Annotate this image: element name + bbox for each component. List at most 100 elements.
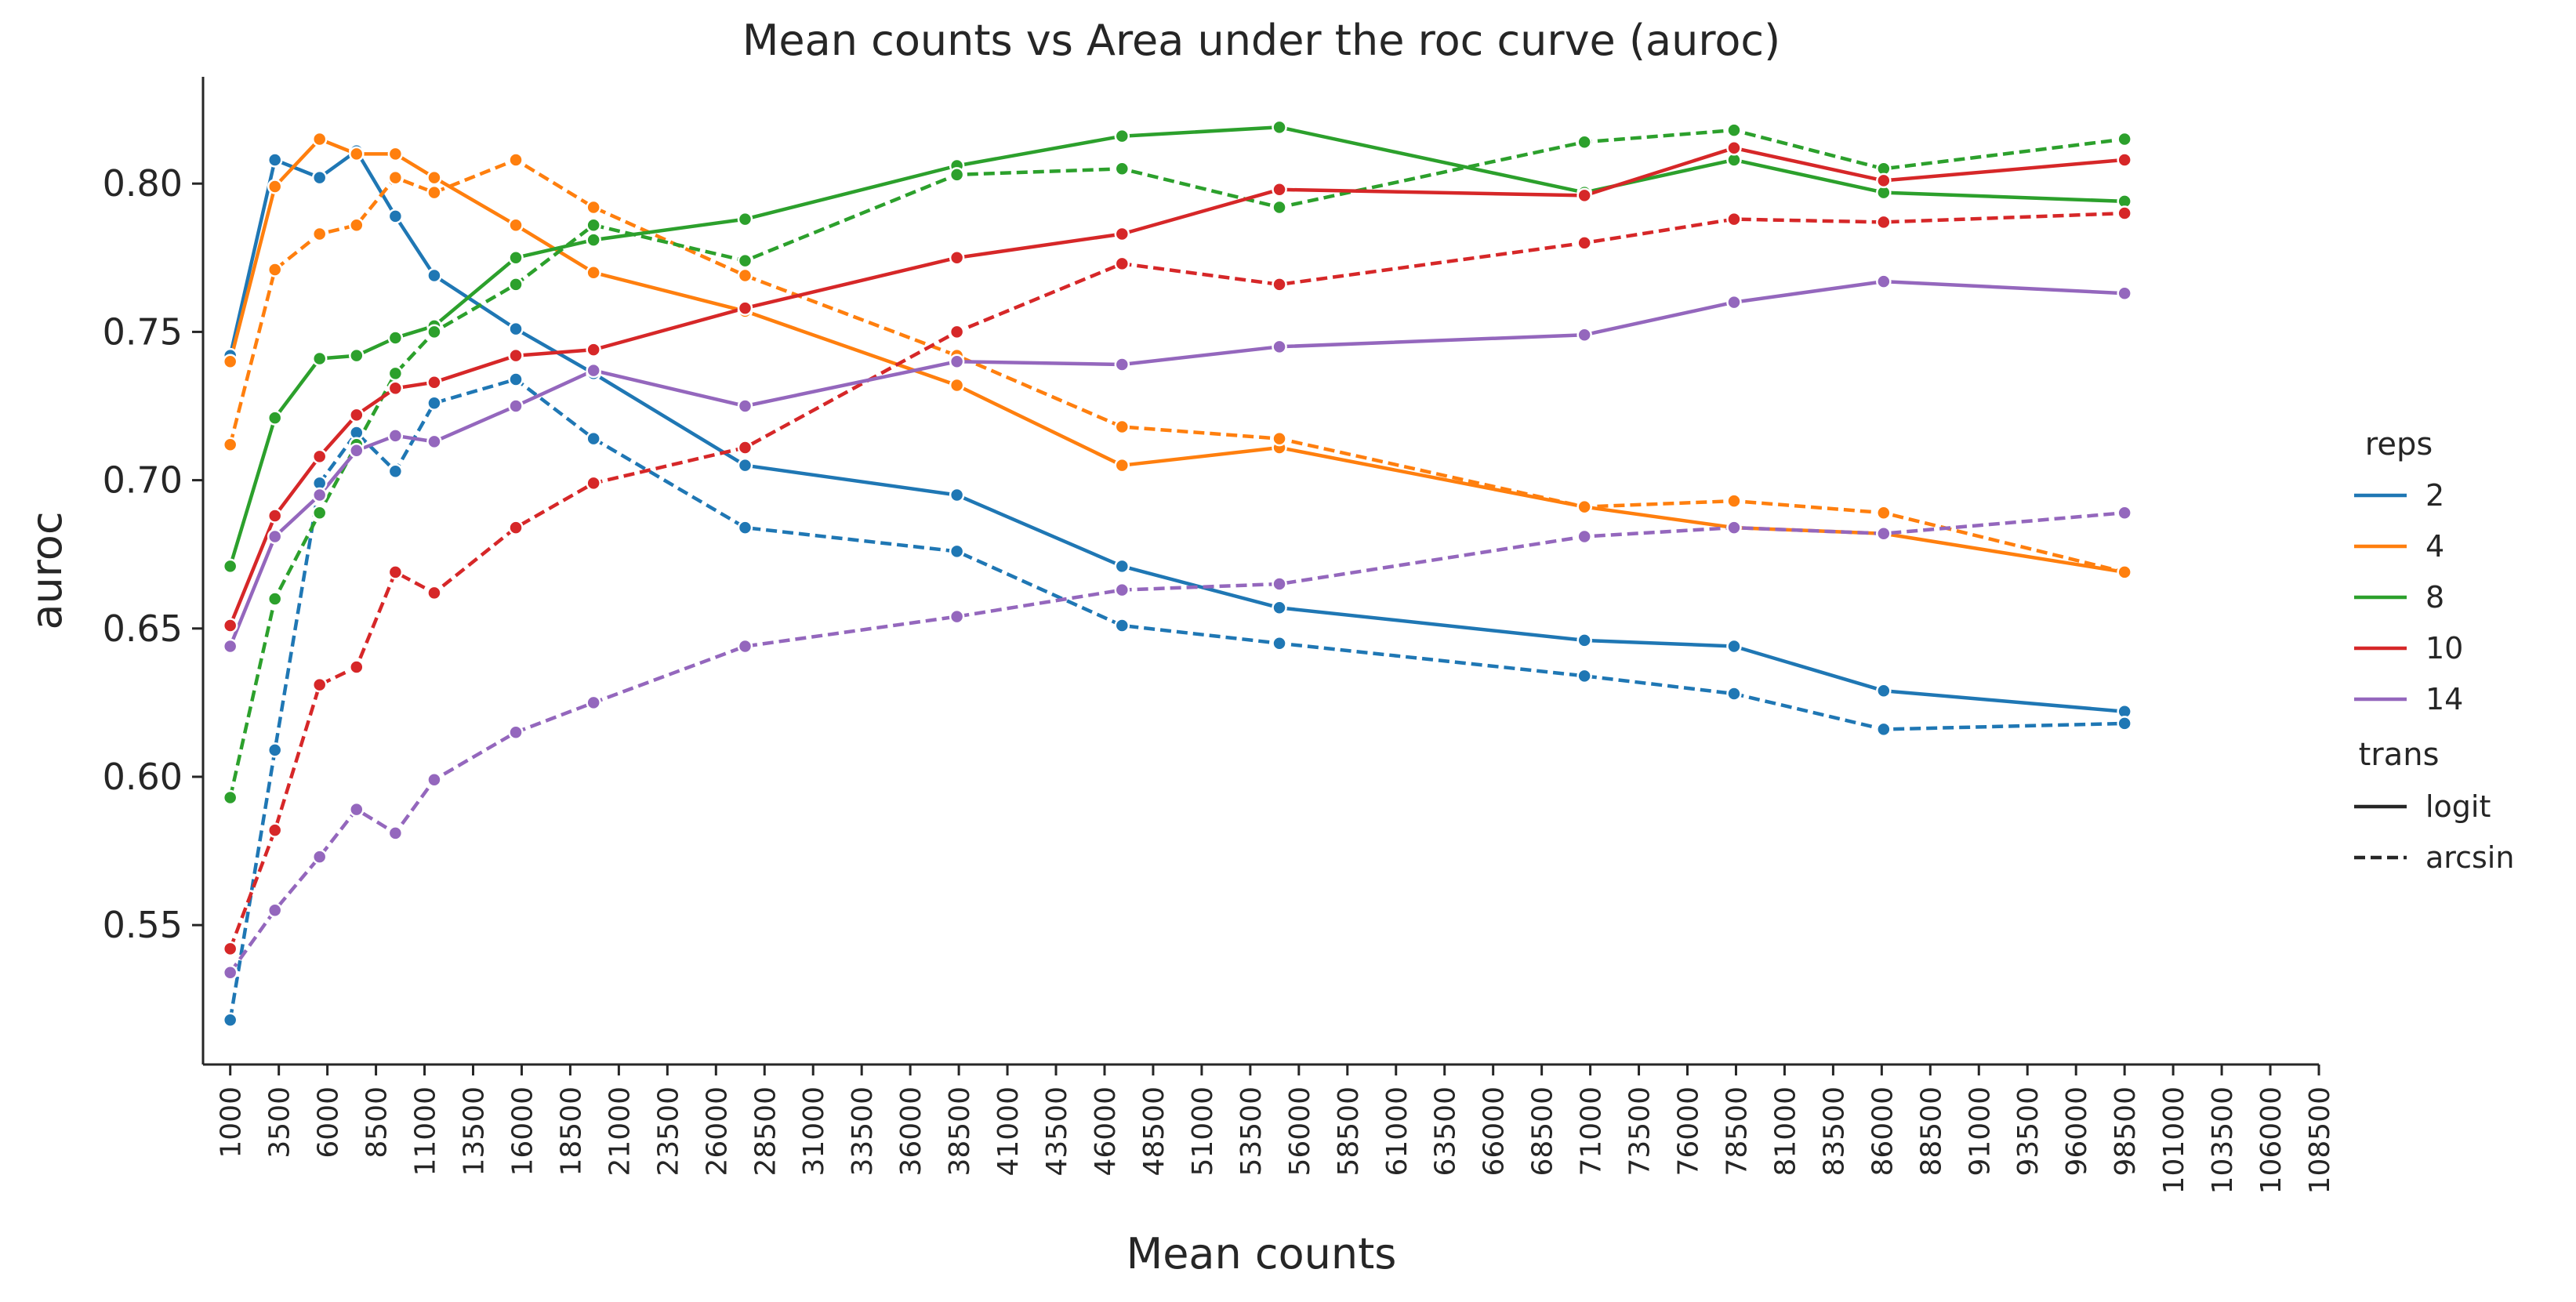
y-tick-label: 0.65: [103, 607, 183, 650]
x-tick-label: 81000: [1769, 1086, 1801, 1177]
data-point-reps-4-logit: [267, 179, 283, 194]
data-point-reps-4-arcsin: [267, 262, 283, 277]
data-point-reps-14-arcsin: [222, 964, 238, 981]
data-point-reps-8-logit: [1114, 128, 1130, 144]
x-tick-label: 48500: [1138, 1086, 1170, 1177]
data-point-reps-10-logit: [1576, 187, 1592, 204]
data-point-reps-10-logit: [949, 250, 965, 266]
data-point-reps-8-logit: [508, 250, 524, 266]
data-point-reps-8-arcsin: [311, 505, 328, 520]
data-point-reps-14-arcsin: [311, 849, 328, 865]
data-point-reps-4-logit: [586, 264, 601, 281]
series-markers: [222, 119, 2132, 1028]
data-point-reps-14-arcsin: [2117, 505, 2132, 520]
data-point-reps-4-logit: [1114, 457, 1130, 473]
data-point-reps-10-logit: [508, 347, 524, 364]
data-point-reps-14-logit: [737, 398, 753, 414]
data-point-reps-14-arcsin: [586, 695, 601, 711]
data-point-reps-8-logit: [222, 558, 238, 575]
data-point-reps-10-logit: [1876, 172, 1892, 189]
x-tick-label: 83500: [1818, 1086, 1850, 1177]
x-ticks: 1000 3500 6000 8500 11000 13500 16000 18500 2100…: [216, 1064, 2336, 1194]
plot-area: 0.55 0.60 0.65 0.70 0.75 0.80 1000 3500 6000 850…: [103, 77, 2336, 1194]
series-line-reps-4-logit: [228, 137, 2125, 575]
legend-label-reps-8: 8: [2425, 580, 2444, 615]
data-point-reps-10-logit: [222, 618, 238, 633]
legend-label-reps-14: 14: [2425, 682, 2463, 716]
data-point-reps-2-logit: [267, 152, 283, 168]
data-point-reps-14-logit: [387, 428, 404, 444]
data-point-reps-14-logit: [1576, 327, 1592, 343]
data-point-reps-10-arcsin: [349, 659, 365, 675]
legend-label-reps-4: 4: [2425, 529, 2444, 564]
data-point-reps-2-arcsin: [1272, 635, 1287, 651]
x-tick-label: 33500: [847, 1086, 879, 1177]
legend-title-trans: trans: [2359, 737, 2440, 773]
legend-label-trans-arcsin: arcsin: [2425, 840, 2514, 875]
data-point-reps-14-logit: [1114, 357, 1130, 372]
data-point-reps-4-logit: [311, 131, 328, 147]
data-point-reps-2-arcsin: [1726, 686, 1742, 702]
data-point-reps-10-arcsin: [737, 440, 753, 455]
data-point-reps-14-arcsin: [737, 638, 753, 655]
x-tick-label: 1000: [216, 1086, 248, 1159]
data-point-reps-14-arcsin: [1114, 582, 1130, 598]
data-point-reps-2-arcsin: [387, 463, 404, 479]
data-point-reps-14-arcsin: [1272, 576, 1287, 592]
x-tick-label: 13500: [459, 1086, 491, 1177]
data-point-reps-14-arcsin: [1726, 520, 1742, 535]
x-tick-label: 16000: [506, 1086, 539, 1177]
x-axis-label: Mean counts: [1127, 1229, 1397, 1278]
data-point-reps-8-arcsin: [222, 789, 238, 806]
x-tick-label: 63500: [1430, 1086, 1462, 1177]
x-tick-label: 103500: [2207, 1086, 2239, 1194]
data-point-reps-4-arcsin: [349, 217, 365, 233]
data-point-reps-2-logit: [311, 169, 328, 186]
data-point-reps-14-logit: [267, 528, 283, 545]
data-point-reps-8-logit: [387, 330, 404, 346]
data-point-reps-14-arcsin: [1876, 525, 1892, 542]
series-line-reps-2-arcsin: [228, 377, 2125, 1021]
data-point-reps-4-logit: [349, 146, 365, 162]
x-tick-label: 98500: [2110, 1086, 2142, 1177]
data-point-reps-2-logit: [1272, 600, 1287, 616]
series-line-reps-10-arcsin: [228, 211, 2125, 950]
data-point-reps-10-arcsin: [387, 564, 404, 580]
x-tick-label: 58500: [1333, 1086, 1365, 1177]
data-point-reps-2-arcsin: [267, 742, 283, 758]
data-point-reps-8-logit: [737, 211, 753, 227]
data-point-reps-8-arcsin: [949, 167, 965, 183]
x-tick-label: 91000: [1964, 1086, 1996, 1177]
data-point-reps-8-arcsin: [387, 365, 404, 382]
x-tick-label: 46000: [1090, 1086, 1122, 1177]
data-point-reps-14-arcsin: [508, 724, 524, 740]
legend: reps 2 4 8 10 14 trans logit arcsin: [2354, 426, 2514, 875]
y-ticks: 0.55 0.60 0.65 0.70 0.75 0.80: [103, 162, 203, 946]
series-line-reps-4-arcsin: [228, 158, 2125, 575]
data-point-reps-10-arcsin: [949, 324, 965, 340]
y-axis-label: auroc: [22, 511, 71, 629]
x-tick-label: 71000: [1576, 1086, 1608, 1177]
x-tick-label: 3500: [264, 1086, 296, 1159]
data-point-reps-4-arcsin: [2117, 564, 2132, 580]
data-point-reps-2-logit: [387, 209, 404, 224]
data-point-reps-10-logit: [387, 380, 404, 397]
legend-style-entries: logit arcsin: [2354, 789, 2514, 875]
data-point-reps-10-logit: [426, 374, 442, 390]
data-point-reps-10-arcsin: [2117, 205, 2132, 221]
data-point-reps-14-logit: [222, 638, 238, 655]
data-point-reps-8-logit: [586, 232, 601, 248]
data-point-reps-8-logit: [311, 350, 328, 367]
x-tick-label: 21000: [604, 1086, 636, 1177]
data-point-reps-8-arcsin: [1726, 122, 1742, 138]
data-point-reps-4-arcsin: [222, 437, 238, 452]
data-point-reps-14-logit: [1876, 274, 1892, 289]
x-tick-label: 101000: [2158, 1086, 2190, 1194]
data-point-reps-8-logit: [267, 410, 283, 426]
y-tick-label: 0.75: [103, 310, 183, 353]
data-point-reps-4-arcsin: [1114, 419, 1130, 435]
data-point-reps-2-logit: [1726, 638, 1742, 655]
data-point-reps-2-arcsin: [222, 1012, 238, 1028]
data-point-reps-4-arcsin: [586, 199, 601, 216]
